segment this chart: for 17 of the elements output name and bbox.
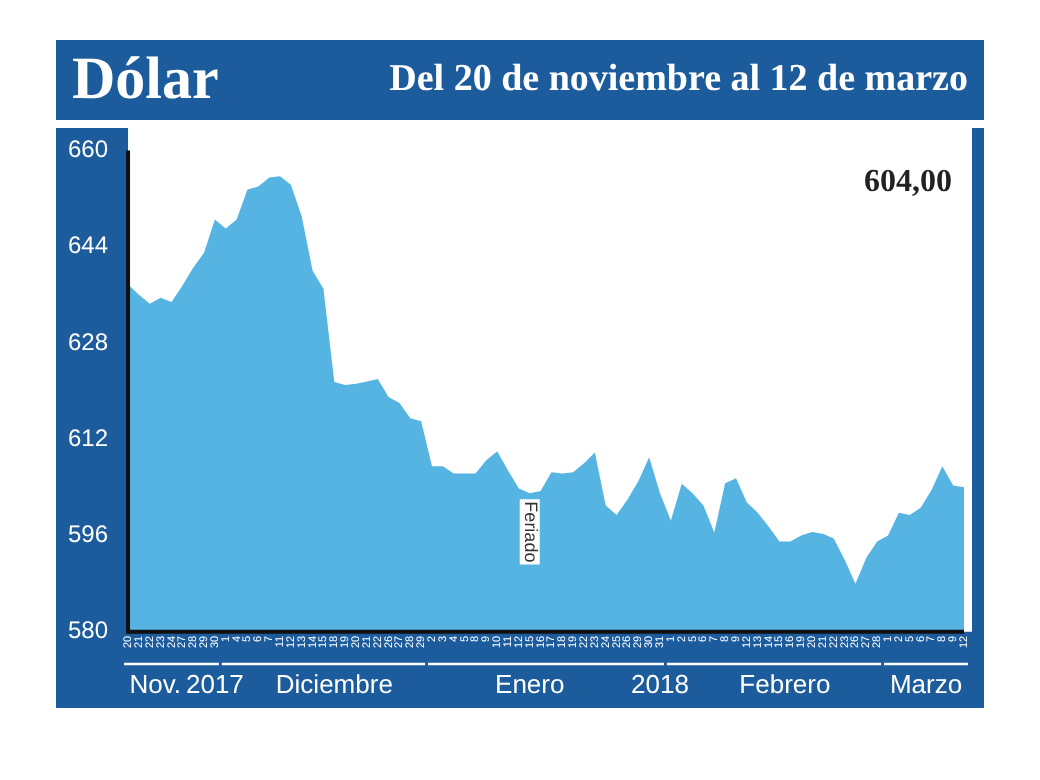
annotation: Feriado [520, 501, 541, 563]
y-tick-label: 628 [67, 327, 109, 356]
y-tick-label: 596 [67, 520, 109, 549]
text: Enero [495, 669, 565, 700]
text: Febrero [739, 669, 831, 700]
y-tick-label: 644 [67, 231, 109, 260]
y-tick-label: 580 [67, 616, 109, 645]
text: 2018 [631, 669, 689, 700]
text: Nov. [129, 669, 181, 700]
text: Marzo [889, 669, 963, 700]
text: Diciembre [275, 669, 393, 700]
annotation: 604,00 [864, 164, 952, 199]
chart-subtitle: Del 20 de noviembre al 12 de marzo [389, 58, 968, 102]
y-tick-label: 660 [67, 135, 109, 164]
chart-title: Dólar [72, 46, 219, 114]
text: 2017 [185, 669, 244, 700]
y-tick-label: 612 [67, 423, 109, 452]
